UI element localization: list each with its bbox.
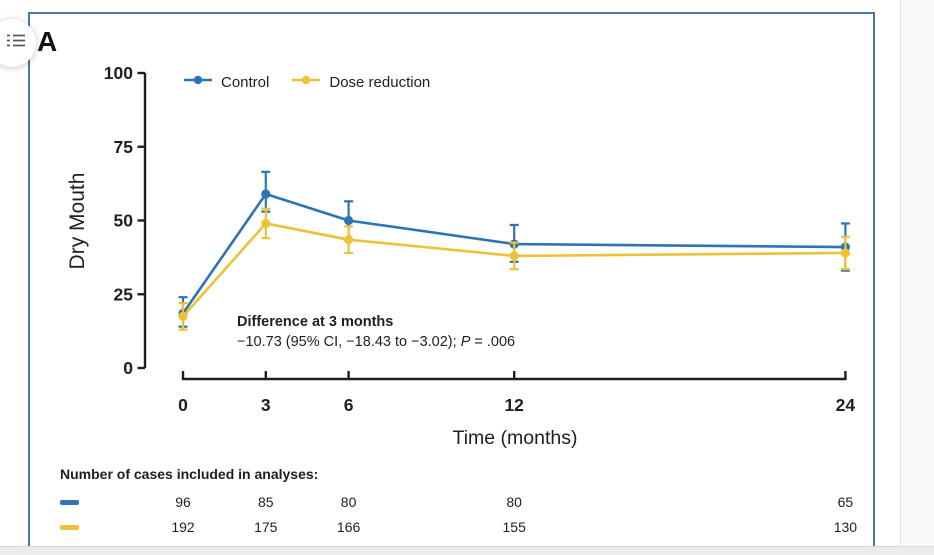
case-count: 175 (254, 519, 278, 535)
page-bottom-edge (0, 546, 934, 555)
x-tick-label: 6 (344, 395, 354, 415)
case-count: 130 (833, 519, 858, 535)
x-axis-title: Time (months) (452, 427, 578, 449)
annotation-estimate: −10.73 (95% CI, −18.43 to −3.02); (237, 334, 461, 350)
page-right-margin (900, 0, 934, 547)
legend-label: Control (221, 73, 270, 91)
y-tick-label: 50 (114, 211, 134, 231)
data-point-control (261, 189, 271, 199)
annotation-title: Difference at 3 months (237, 314, 394, 330)
case-count: 155 (502, 519, 526, 535)
list-icon (0, 33, 27, 53)
case-count: 166 (336, 519, 361, 535)
data-point-dose-reduction (261, 218, 271, 229)
data-point-dose-reduction (344, 235, 354, 245)
y-axis-title: Dry Mouth (66, 172, 89, 270)
x-tick-label: 24 (836, 395, 856, 415)
data-point-dose-reduction (840, 248, 851, 258)
data-point-control (344, 215, 354, 226)
control-row-swatch (60, 500, 79, 505)
y-tick-label: 75 (114, 137, 134, 157)
cases-table-heading: Number of cases included in analyses: (60, 466, 319, 482)
control-line-marker-icon (183, 73, 213, 91)
dose-reduction-row-swatch (60, 525, 79, 530)
difference-annotation: Difference at 3 months −10.73 (95% CI, −… (237, 312, 515, 352)
annotation-body: −10.73 (95% CI, −18.43 to −3.02); P = .0… (237, 332, 515, 352)
case-count: 80 (506, 494, 522, 510)
dose-reduction-line-marker-icon (291, 73, 321, 91)
data-point-dose-reduction (509, 251, 519, 261)
x-tick-label: 12 (504, 395, 524, 415)
x-tick-label: 3 (261, 395, 271, 415)
chart-legend: Control Dose reduction (183, 72, 430, 92)
x-tick-label: 0 (178, 395, 188, 415)
annotation-p-symbol: P (460, 334, 471, 350)
data-point-dose-reduction (178, 311, 188, 321)
y-tick-label: 0 (123, 358, 133, 378)
legend-item-dose-reduction: Dose reduction (291, 73, 430, 91)
case-count: 65 (837, 494, 854, 510)
panel-label: A (37, 26, 58, 57)
y-tick-label: 100 (104, 63, 133, 83)
legend-label: Dose reduction (329, 73, 431, 91)
case-count: 192 (171, 519, 195, 535)
y-tick-label: 25 (114, 284, 134, 304)
figure-card (28, 12, 875, 547)
annotation-p-value: = .006 (470, 334, 516, 350)
legend-item-control: Control (183, 73, 269, 91)
case-count: 96 (175, 494, 191, 510)
case-count: 85 (258, 494, 274, 510)
case-count: 80 (340, 494, 357, 510)
